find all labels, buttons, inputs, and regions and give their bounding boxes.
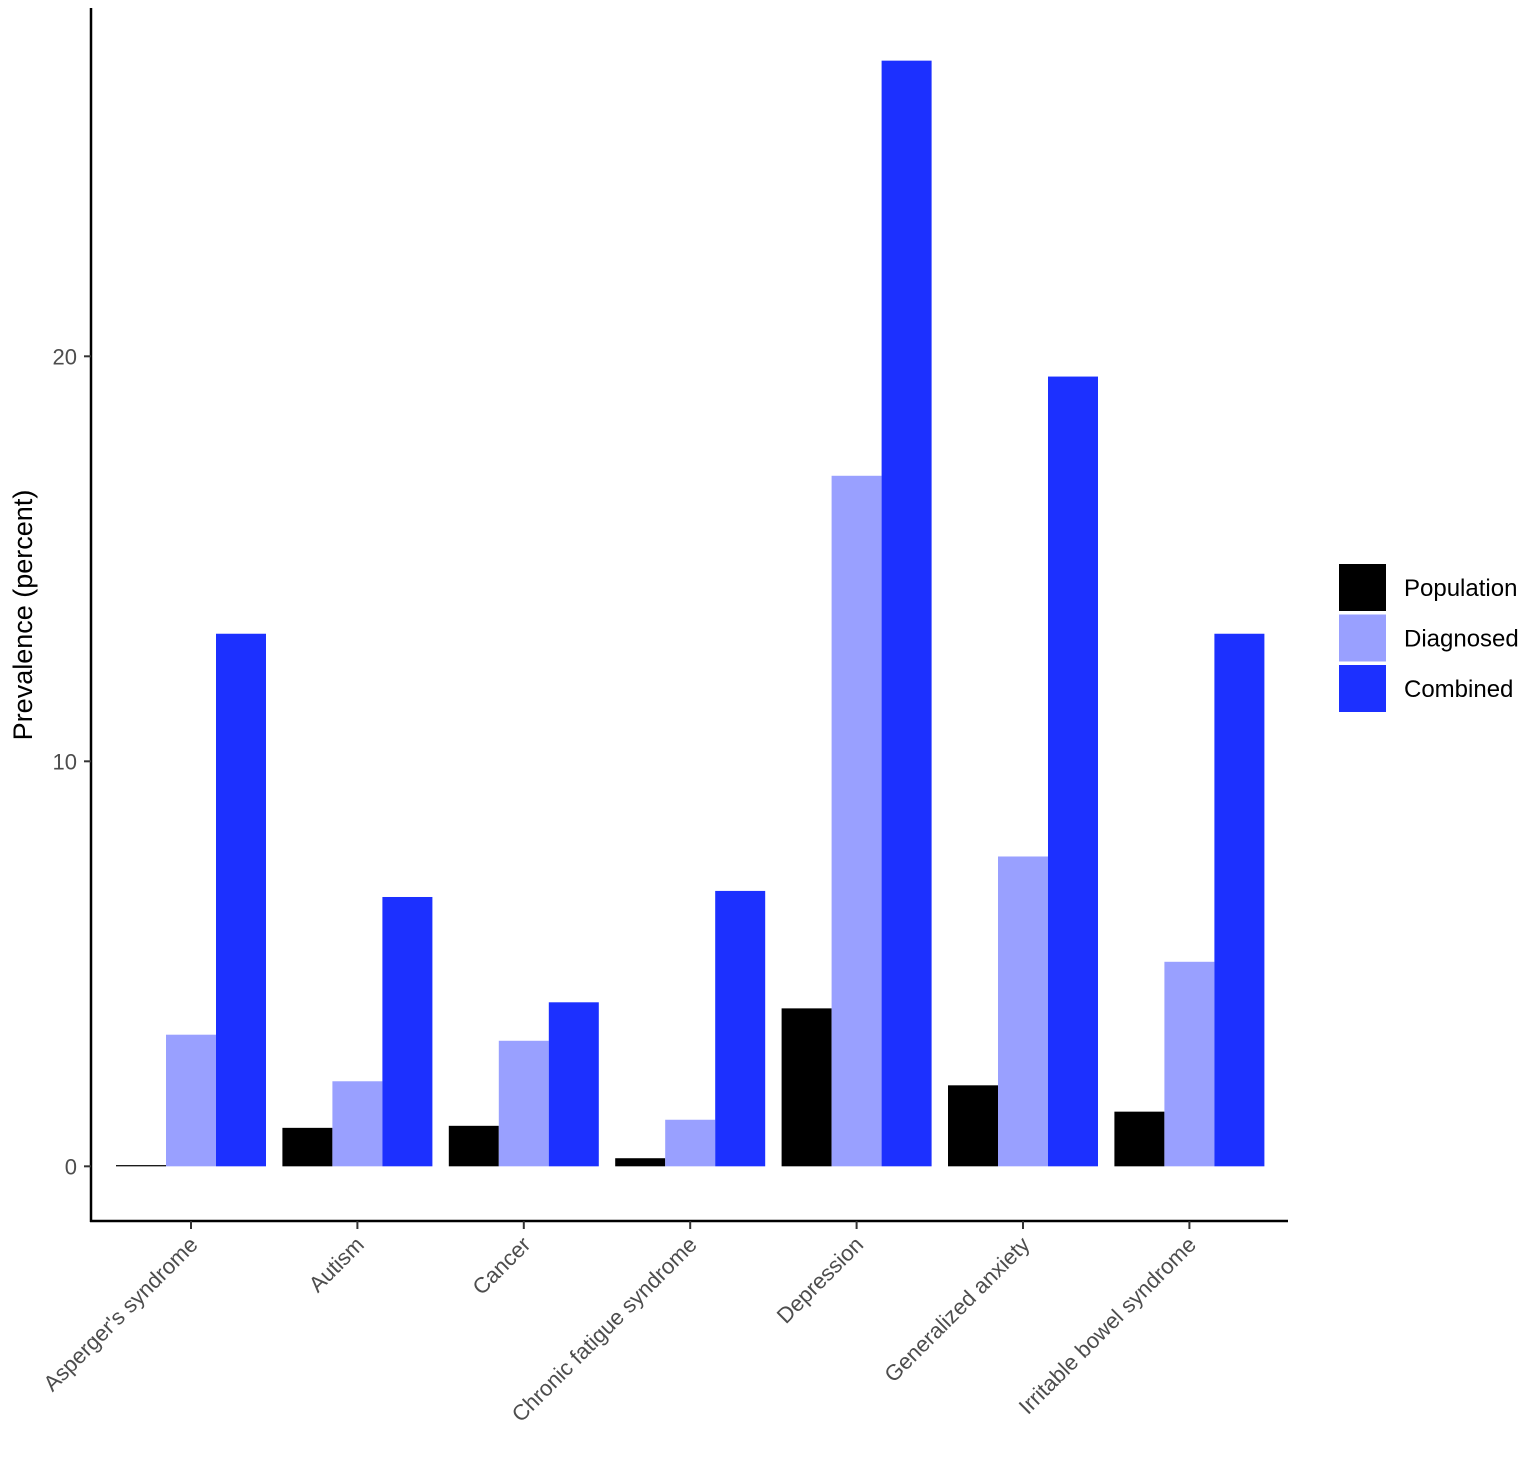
legend-label-combined: Combined bbox=[1404, 676, 1513, 703]
bar-combined-3 bbox=[715, 890, 766, 1167]
legend-swatch-population bbox=[1339, 564, 1386, 611]
bar-diagnosed-6 bbox=[1164, 961, 1215, 1167]
legend-swatch-diagnosed bbox=[1339, 614, 1386, 662]
bar-combined-4 bbox=[881, 60, 932, 1167]
y-tick-label: 20 bbox=[53, 344, 77, 369]
bar-diagnosed-5 bbox=[998, 856, 1048, 1167]
bar-population-0 bbox=[116, 1165, 166, 1167]
x-tick-label: Generalized anxiety bbox=[879, 1232, 1034, 1387]
bar-diagnosed-0 bbox=[166, 1034, 216, 1167]
x-tick-label: Depression bbox=[772, 1232, 868, 1328]
bar-population-5 bbox=[948, 1085, 998, 1167]
x-tick-label: Chronic fatigue syndrome bbox=[507, 1232, 702, 1427]
bar-combined-0 bbox=[216, 633, 266, 1167]
y-ticks: 0 10 20 bbox=[53, 344, 91, 1179]
bar-diagnosed-3 bbox=[665, 1119, 716, 1167]
y-tick-label: 10 bbox=[53, 749, 77, 774]
bar-combined-5 bbox=[1048, 376, 1098, 1167]
bars-layer bbox=[116, 60, 1265, 1167]
bar-combined-2 bbox=[548, 1002, 599, 1167]
legend-swatch-combined bbox=[1339, 665, 1386, 712]
bar-diagnosed-4 bbox=[831, 475, 882, 1167]
bar-population-4 bbox=[781, 1008, 832, 1167]
bar-diagnosed-2 bbox=[498, 1040, 549, 1167]
x-tick-label: Cancer bbox=[468, 1232, 536, 1300]
bar-population-1 bbox=[282, 1127, 333, 1167]
x-tick-label: Autism bbox=[304, 1232, 369, 1297]
legend-label-diagnosed: Diagnosed bbox=[1404, 626, 1519, 653]
bar-diagnosed-1 bbox=[332, 1081, 383, 1167]
y-tick-label: 0 bbox=[65, 1154, 77, 1179]
x-tick-label: Asperger's syndrome bbox=[38, 1232, 202, 1396]
bar-combined-1 bbox=[382, 896, 433, 1167]
axes-layer bbox=[89, 8, 1288, 1223]
x-tick-label: Irritable bowel syndrome bbox=[1014, 1232, 1201, 1419]
legend-label-population: Population bbox=[1404, 575, 1517, 602]
bar-combined-6 bbox=[1214, 633, 1265, 1167]
bar-population-6 bbox=[1114, 1111, 1165, 1167]
bar-population-3 bbox=[615, 1158, 666, 1167]
bar-population-2 bbox=[448, 1125, 499, 1167]
y-axis-title: Prevalence (percent) bbox=[8, 490, 38, 741]
legend: Population Diagnosed Combined bbox=[1339, 564, 1519, 712]
